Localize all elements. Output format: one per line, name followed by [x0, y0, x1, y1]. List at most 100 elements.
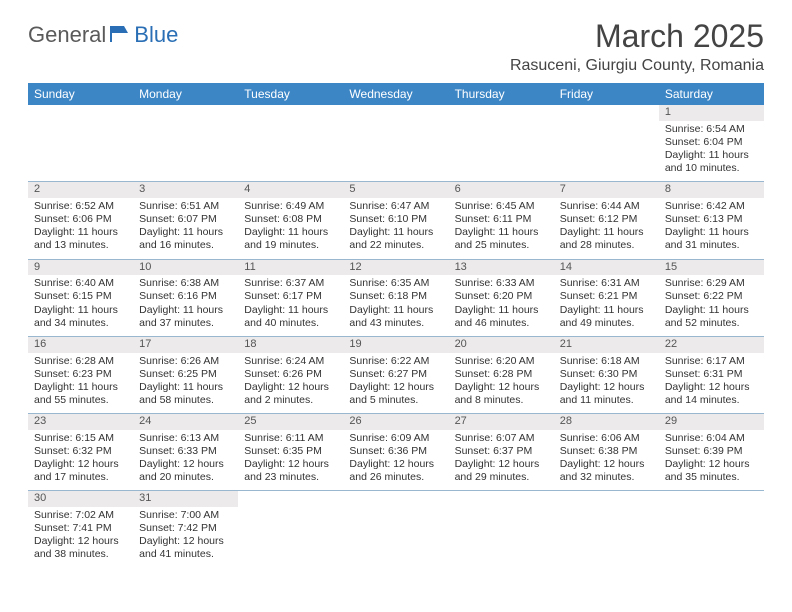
calendar-row: 30Sunrise: 7:02 AMSunset: 7:41 PMDayligh… [28, 491, 764, 568]
day-number: 24 [133, 414, 238, 430]
flag-icon [110, 24, 132, 47]
sunrise-text: Sunrise: 6:24 AM [244, 355, 337, 368]
sunset-text: Sunset: 7:42 PM [139, 522, 232, 535]
calendar-cell: 1 Sunrise: 6:54 AMSunset: 6:04 PMDaylight… [659, 105, 764, 182]
sunrise-text: Sunrise: 6:20 AM [455, 355, 548, 368]
day-number: 6 [449, 182, 554, 198]
calendar-cell: 16Sunrise: 6:28 AMSunset: 6:23 PMDayligh… [28, 336, 133, 413]
calendar-cell: 19Sunrise: 6:22 AMSunset: 6:27 PMDayligh… [343, 336, 448, 413]
sunset-text: Sunset: 6:28 PM [455, 368, 548, 381]
sunrise-text: Sunrise: 6:51 AM [139, 200, 232, 213]
calendar-cell [28, 105, 133, 182]
day-number: 1 [659, 105, 764, 121]
daylight-text: Daylight: 12 hours and 23 minutes. [244, 458, 337, 484]
calendar-cell: 6Sunrise: 6:45 AMSunset: 6:11 PMDaylight… [449, 182, 554, 259]
calendar-cell: 4Sunrise: 6:49 AMSunset: 6:08 PMDaylight… [238, 182, 343, 259]
day-number: 29 [659, 414, 764, 430]
day-number: 28 [554, 414, 659, 430]
sunrise-text: Sunrise: 6:26 AM [139, 355, 232, 368]
calendar-cell [659, 491, 764, 568]
daylight-text: Daylight: 11 hours and 37 minutes. [139, 304, 232, 330]
calendar-cell: 20 Sunrise: 6:20 AMSunset: 6:28 PMDayligh… [449, 336, 554, 413]
day-number: 8 [659, 182, 764, 198]
calendar-cell [133, 105, 238, 182]
calendar-cell: 2Sunrise: 6:52 AMSunset: 6:06 PMDaylight… [28, 182, 133, 259]
sunrise-text: Sunrise: 6:09 AM [349, 432, 442, 445]
daylight-text: Daylight: 11 hours and 43 minutes. [349, 304, 442, 330]
sunrise-text: Sunrise: 7:02 AM [34, 509, 127, 522]
column-header: Monday [133, 83, 238, 105]
daylight-text: Daylight: 11 hours and 28 minutes. [560, 226, 653, 252]
sunset-text: Sunset: 6:20 PM [455, 290, 548, 303]
sunset-text: Sunset: 6:21 PM [560, 290, 653, 303]
calendar-head: SundayMondayTuesdayWednesdayThursdayFrid… [28, 83, 764, 105]
sunrise-text: Sunrise: 6:07 AM [455, 432, 548, 445]
calendar-row: 2Sunrise: 6:52 AMSunset: 6:06 PMDaylight… [28, 182, 764, 259]
sunrise-text: Sunrise: 7:00 AM [139, 509, 232, 522]
sunset-text: Sunset: 6:23 PM [34, 368, 127, 381]
calendar-cell: 24Sunrise: 6:13 AMSunset: 6:33 PMDayligh… [133, 414, 238, 491]
calendar-cell: 11Sunrise: 6:37 AMSunset: 6:17 PMDayligh… [238, 259, 343, 336]
header: General Blue March 2025 Rasuceni, Giurgi… [28, 18, 764, 75]
sunset-text: Sunset: 6:17 PM [244, 290, 337, 303]
sunset-text: Sunset: 6:31 PM [665, 368, 758, 381]
day-number: 23 [28, 414, 133, 430]
day-number: 20 [449, 337, 554, 353]
sunset-text: Sunset: 6:22 PM [665, 290, 758, 303]
daylight-text: Daylight: 11 hours and 31 minutes. [665, 226, 758, 252]
daylight-text: Daylight: 12 hours and 35 minutes. [665, 458, 758, 484]
daylight-text: Daylight: 11 hours and 13 minutes. [34, 226, 127, 252]
calendar-cell: 22Sunrise: 6:17 AMSunset: 6:31 PMDayligh… [659, 336, 764, 413]
daylight-text: Daylight: 11 hours and 22 minutes. [349, 226, 442, 252]
calendar-row: 16Sunrise: 6:28 AMSunset: 6:23 PMDayligh… [28, 336, 764, 413]
logo-text-blue: Blue [134, 22, 178, 48]
column-header: Tuesday [238, 83, 343, 105]
day-number: 11 [238, 260, 343, 276]
daylight-text: Daylight: 11 hours and 49 minutes. [560, 304, 653, 330]
calendar-cell: 18Sunrise: 6:24 AMSunset: 6:26 PMDayligh… [238, 336, 343, 413]
daylight-text: Daylight: 11 hours and 10 minutes. [665, 149, 758, 175]
column-header: Wednesday [343, 83, 448, 105]
daylight-text: Daylight: 12 hours and 2 minutes. [244, 381, 337, 407]
logo-text-general: General [28, 22, 106, 48]
sunset-text: Sunset: 6:07 PM [139, 213, 232, 226]
sunrise-text: Sunrise: 6:11 AM [244, 432, 337, 445]
page-title: March 2025 [510, 18, 764, 55]
calendar-cell: 14Sunrise: 6:31 AMSunset: 6:21 PMDayligh… [554, 259, 659, 336]
sunrise-text: Sunrise: 6:28 AM [34, 355, 127, 368]
daylight-text: Daylight: 12 hours and 29 minutes. [455, 458, 548, 484]
day-number: 7 [554, 182, 659, 198]
sunset-text: Sunset: 6:25 PM [139, 368, 232, 381]
daylight-text: Daylight: 12 hours and 5 minutes. [349, 381, 442, 407]
sunrise-text: Sunrise: 6:29 AM [665, 277, 758, 290]
calendar-table: SundayMondayTuesdayWednesdayThursdayFrid… [28, 83, 764, 568]
calendar-cell [449, 105, 554, 182]
sunrise-text: Sunrise: 6:54 AM [665, 123, 758, 136]
daylight-text: Daylight: 12 hours and 8 minutes. [455, 381, 548, 407]
day-number: 22 [659, 337, 764, 353]
sunrise-text: Sunrise: 6:35 AM [349, 277, 442, 290]
daylight-text: Daylight: 12 hours and 14 minutes. [665, 381, 758, 407]
sunrise-text: Sunrise: 6:45 AM [455, 200, 548, 213]
day-number: 30 [28, 491, 133, 507]
sunset-text: Sunset: 6:04 PM [665, 136, 758, 149]
sunset-text: Sunset: 6:38 PM [560, 445, 653, 458]
calendar-cell: 25Sunrise: 6:11 AMSunset: 6:35 PMDayligh… [238, 414, 343, 491]
daylight-text: Daylight: 11 hours and 52 minutes. [665, 304, 758, 330]
column-header: Sunday [28, 83, 133, 105]
calendar-cell: 28Sunrise: 6:06 AMSunset: 6:38 PMDayligh… [554, 414, 659, 491]
day-number: 3 [133, 182, 238, 198]
calendar-cell: 10Sunrise: 6:38 AMSunset: 6:16 PMDayligh… [133, 259, 238, 336]
column-header: Saturday [659, 83, 764, 105]
calendar-cell: 8Sunrise: 6:42 AMSunset: 6:13 PMDaylight… [659, 182, 764, 259]
sunset-text: Sunset: 6:06 PM [34, 213, 127, 226]
sunset-text: Sunset: 6:13 PM [665, 213, 758, 226]
day-number: 18 [238, 337, 343, 353]
sunrise-text: Sunrise: 6:52 AM [34, 200, 127, 213]
daylight-text: Daylight: 11 hours and 46 minutes. [455, 304, 548, 330]
daylight-text: Daylight: 12 hours and 26 minutes. [349, 458, 442, 484]
sunset-text: Sunset: 6:37 PM [455, 445, 548, 458]
daylight-text: Daylight: 11 hours and 55 minutes. [34, 381, 127, 407]
sunset-text: Sunset: 6:18 PM [349, 290, 442, 303]
day-number: 13 [449, 260, 554, 276]
